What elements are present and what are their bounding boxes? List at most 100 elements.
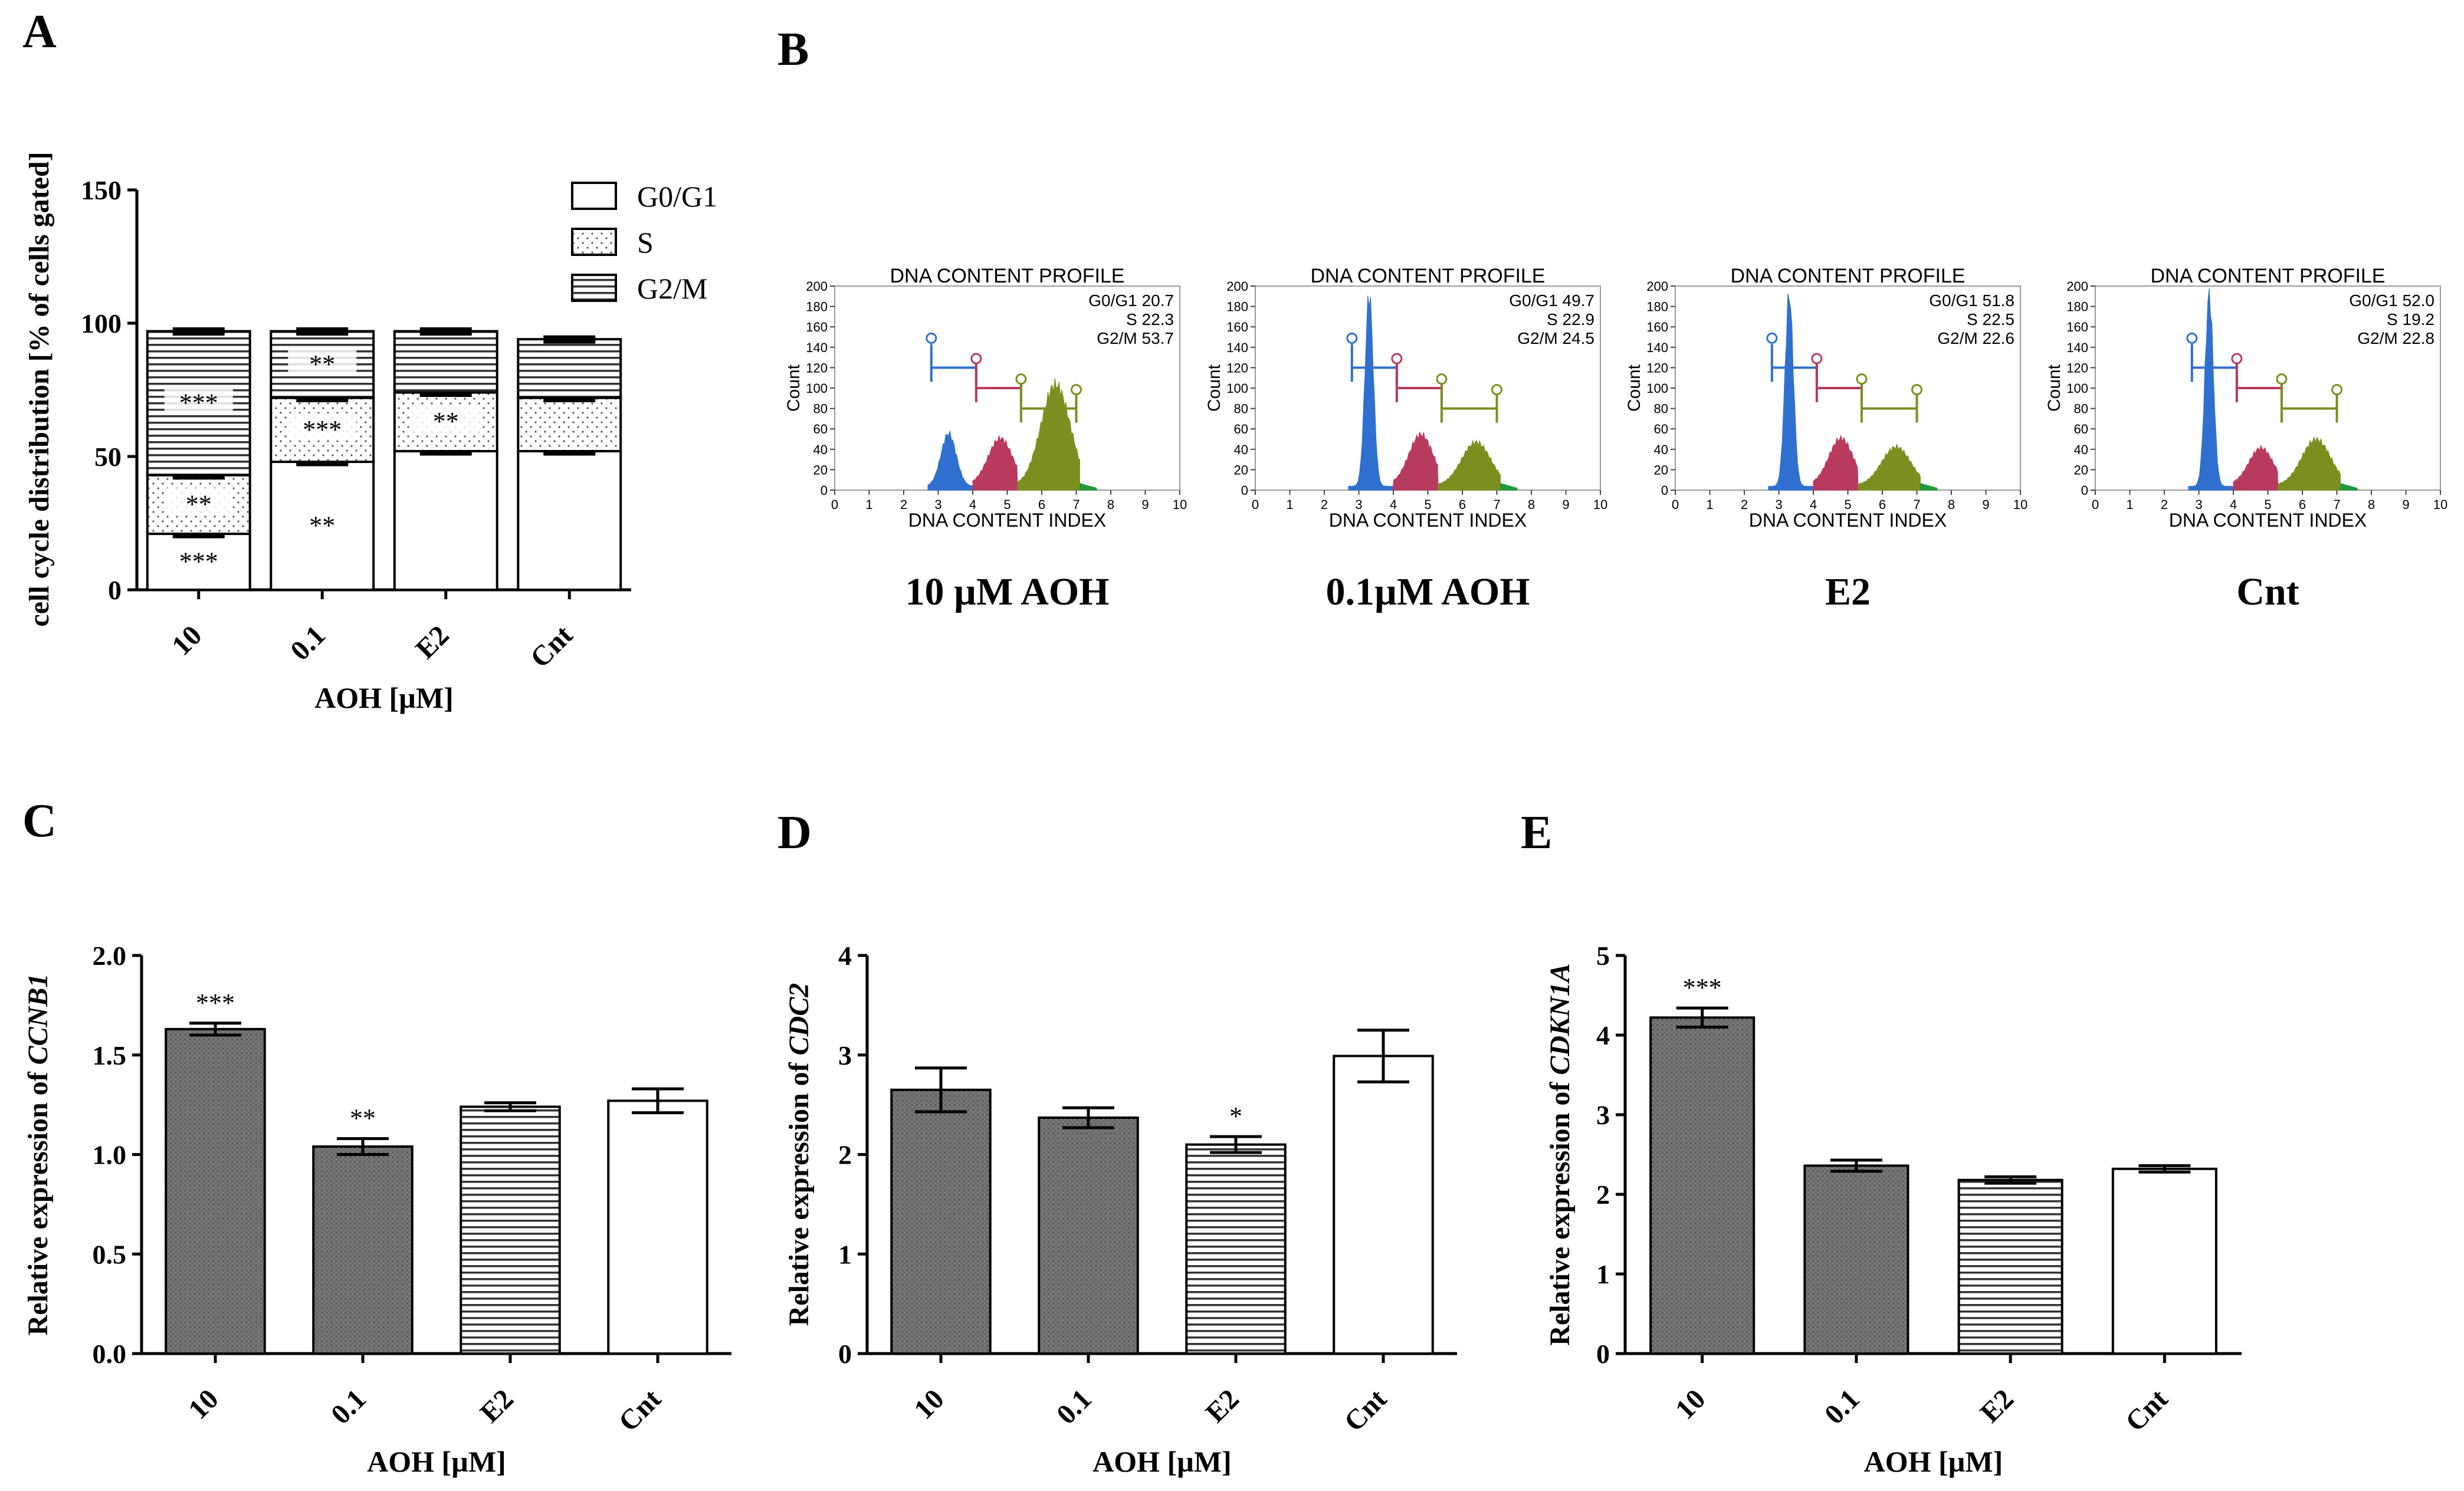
x-axis-label: AOH [µM] (367, 1445, 506, 1478)
condition-caption: 0.1µM AOH (1325, 570, 1530, 613)
y-tick-label: 140 (806, 340, 828, 355)
panel-letter-c: C (22, 795, 57, 847)
y-tick-label: 160 (2066, 320, 2088, 334)
bar (1957, 1178, 2063, 1355)
panel-e-chart: 0 1 2 3 4 5 *** 10 0.1 E2 Cnt AOH [µM] Relative expr… (1544, 941, 2242, 1478)
y-tick-label: 0 (1241, 483, 1248, 498)
y-axis-label: Relative expression of CDKN1A (1544, 963, 1576, 1345)
x-tick-label: 5 (1424, 497, 1431, 512)
y-tick-label: 2 (838, 1140, 852, 1170)
x-tick-label: E2 (1200, 1383, 1245, 1428)
g1-population (1768, 293, 1814, 491)
x-axis-label: AOH [µM] (1864, 1445, 2003, 1478)
histogram-title: DNA CONTENT PROFILE (2151, 265, 2386, 287)
y-tick-label: 60 (2074, 422, 2088, 436)
x-tick-label: 10 (1593, 497, 1607, 512)
stacked-segment (393, 449, 498, 592)
y-tick-label: 80 (1654, 402, 1668, 416)
x-tick-label: Cnt (613, 1383, 667, 1437)
x-tick-label: 6 (1879, 497, 1886, 512)
x-tick-label: 8 (2368, 497, 2375, 512)
x-tick-label: 5 (1844, 497, 1851, 512)
y-tick-label: 40 (1654, 442, 1668, 457)
y-axis-label-gene: CDC2 (783, 983, 815, 1056)
x-tick-label: E2 (409, 619, 455, 665)
bar (2111, 1167, 2217, 1355)
y-axis-label: Count (784, 364, 803, 412)
stacked-segment (517, 396, 622, 452)
condition-caption: Cnt (2236, 570, 2299, 613)
gate-stat: G2/M 22.8 (2357, 329, 2435, 347)
significance-label: *** (303, 415, 342, 444)
y-tick-label: 180 (1226, 300, 1248, 314)
x-tick-label: 2 (2161, 497, 2168, 512)
y-tick-label: 100 (2066, 381, 2088, 396)
gate-stat: G2/M 53.7 (1097, 329, 1174, 347)
gate-handle (1346, 332, 1358, 344)
panel-b-histograms: DNA CONTENT PROFILE020406080100120140160… (784, 265, 2447, 613)
annotation-backdrop (164, 545, 233, 573)
legend-swatch (571, 228, 617, 256)
gate-handle (1856, 373, 1868, 385)
x-tick-label: 10 (2433, 497, 2447, 512)
x-axis-label: AOH [µM] (1092, 1445, 1232, 1478)
significance-label: ** (309, 511, 335, 540)
gate-handle (1911, 384, 1922, 396)
x-tick-label: 8 (1948, 497, 1955, 512)
stacked-segment (517, 449, 622, 592)
panel-letter-e: E (1521, 807, 1552, 859)
y-tick-label: 4 (1596, 1020, 1610, 1050)
gate-stat: G0/G1 49.7 (1509, 291, 1594, 310)
gate-handle (2331, 384, 2342, 396)
y-tick-label: 1.0 (93, 1140, 127, 1170)
g1-population (1348, 295, 1394, 491)
legend-swatch (571, 274, 617, 302)
y-tick-label: 0.0 (93, 1339, 127, 1369)
x-tick-label: 0.1 (325, 1383, 372, 1430)
significance-label: *** (1683, 973, 1722, 1002)
y-axis-label-prefix: Relative expression of (783, 1055, 815, 1326)
y-tick-label: 140 (1646, 340, 1668, 355)
bar (1649, 1016, 1756, 1355)
annotation-backdrop (411, 405, 480, 433)
y-tick-label: 100 (806, 381, 828, 396)
histogram-panel: DNA CONTENT PROFILE020406080100120140160… (1625, 265, 2027, 613)
x-tick-label: 3 (934, 497, 941, 512)
x-tick-label: 9 (1141, 497, 1149, 512)
y-tick-label: 180 (2066, 300, 2088, 314)
panel-letter-b: B (777, 24, 809, 75)
g2-population (1438, 439, 1501, 491)
histogram-panel: DNA CONTENT PROFILE020406080100120140160… (1205, 265, 1607, 613)
y-tick-label: 40 (1234, 442, 1248, 457)
y-tick-label: 40 (813, 442, 828, 457)
gate-handle (2276, 373, 2288, 385)
gate-stat: G0/G1 20.7 (1088, 291, 1174, 310)
x-tick-label: 9 (2402, 497, 2409, 512)
y-tick-label: 20 (1234, 462, 1248, 477)
y-tick-label: 120 (2066, 360, 2088, 375)
y-tick-label: 140 (1226, 340, 1248, 355)
condition-caption: E2 (1825, 570, 1871, 613)
gate-handle (1766, 332, 1778, 344)
histogram-title: DNA CONTENT PROFILE (1311, 265, 1546, 287)
x-tick-label: 4 (2230, 497, 2237, 512)
annotation-backdrop (288, 348, 357, 376)
x-tick-label: 0 (2092, 497, 2099, 512)
tail-population (1079, 482, 1098, 491)
y-axis-label-prefix: Relative expression of (1544, 1075, 1576, 1346)
x-tick-label: 1 (1286, 497, 1293, 512)
gate-handle (926, 332, 937, 344)
y-axis-label: cell cycle distribution [% of cells gate… (24, 152, 55, 626)
histogram-title: DNA CONTENT PROFILE (1731, 265, 1966, 287)
y-tick-label: 60 (1654, 422, 1668, 436)
x-tick-label: 10 (1173, 497, 1187, 512)
y-tick-label: 0 (108, 575, 122, 605)
y-tick-label: 1.5 (93, 1040, 127, 1070)
panel-letter-d: D (777, 807, 812, 859)
bar (165, 1027, 266, 1355)
bar (312, 1145, 414, 1355)
y-tick-label: 60 (813, 422, 828, 436)
gate-stat: S 22.9 (1547, 310, 1594, 329)
y-axis-label-gene: CCNB1 (22, 974, 54, 1065)
